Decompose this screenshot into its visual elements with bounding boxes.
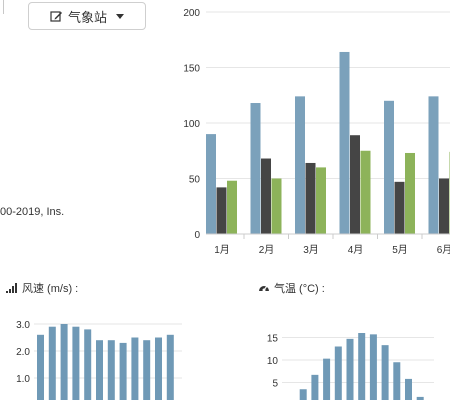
bar xyxy=(119,342,127,400)
y-tick-label: 100 xyxy=(183,119,200,130)
bar xyxy=(271,178,282,234)
y-tick-label: 0 xyxy=(194,230,200,241)
x-tick-label: 1月 xyxy=(214,244,230,256)
bar xyxy=(155,337,162,400)
bar xyxy=(166,334,174,400)
bar xyxy=(358,333,366,400)
bar xyxy=(84,329,92,400)
bar xyxy=(428,96,439,234)
bar xyxy=(305,162,316,234)
bar xyxy=(350,135,360,234)
bar xyxy=(250,103,261,235)
data-source-text: 00-2019, Ins. xyxy=(0,206,65,218)
bar xyxy=(384,100,394,234)
bar xyxy=(346,338,354,400)
bar xyxy=(216,187,227,234)
bar xyxy=(299,389,307,400)
bar xyxy=(416,396,424,400)
y-tick-label: 50 xyxy=(189,175,201,186)
bar xyxy=(72,326,80,400)
signal-bars-icon xyxy=(6,283,17,293)
bar xyxy=(339,51,350,235)
bar xyxy=(96,340,103,400)
wind-section-title: 风速 (m/s) : xyxy=(6,280,78,296)
dashboard-icon xyxy=(259,285,269,292)
station-dropdown-button[interactable]: 气象站 xyxy=(28,2,146,30)
bar xyxy=(439,178,449,234)
panel-edge xyxy=(0,0,4,14)
bar xyxy=(360,150,371,234)
bar xyxy=(311,374,319,400)
x-tick-label: 6月 xyxy=(437,244,450,256)
wind-section-label: 风速 (m/s) : xyxy=(22,283,79,295)
bar xyxy=(369,334,377,400)
bar xyxy=(393,362,401,400)
x-tick-label: 4月 xyxy=(348,244,364,256)
y-tick-label: 15 xyxy=(267,334,279,345)
temp-section-label: 气温 (°C) : xyxy=(274,283,325,295)
bar xyxy=(323,358,331,400)
y-tick-label: 10 xyxy=(267,356,279,367)
temp-section-title: 气温 (°C) : xyxy=(258,280,325,296)
bar xyxy=(206,134,216,234)
bar xyxy=(381,345,389,400)
x-tick-label: 2月 xyxy=(259,244,275,256)
bar xyxy=(405,152,415,234)
bar xyxy=(107,340,115,400)
y-tick-label: 1.0 xyxy=(16,374,30,385)
bar xyxy=(37,334,44,400)
bar xyxy=(143,340,151,400)
bar xyxy=(334,346,342,400)
bar xyxy=(394,181,405,234)
edit-icon xyxy=(50,10,62,22)
y-tick-label: 2.0 xyxy=(16,347,30,358)
y-tick-label: 200 xyxy=(183,8,200,19)
bar xyxy=(316,167,326,234)
bar xyxy=(295,96,305,234)
bar xyxy=(405,378,412,400)
bar xyxy=(60,324,68,400)
monthly-bar-chart: 0 50 100 150 200 1月 2月 3月 4月 5月 6月 xyxy=(183,8,450,256)
y-tick-label: 3.0 xyxy=(16,320,30,331)
x-tick-label: 5月 xyxy=(392,244,408,256)
x-tick-label: 3月 xyxy=(303,244,319,256)
station-button-label: 气象站 xyxy=(67,9,107,25)
y-tick-label: 150 xyxy=(183,64,200,75)
wind-speed-chart: 1.0 2.0 3.0 xyxy=(16,320,182,400)
bar xyxy=(48,326,56,400)
caret-down-icon xyxy=(116,13,124,19)
bar xyxy=(227,180,237,234)
y-tick-label: 5 xyxy=(272,379,278,390)
bar xyxy=(261,158,271,234)
bar xyxy=(131,337,139,400)
